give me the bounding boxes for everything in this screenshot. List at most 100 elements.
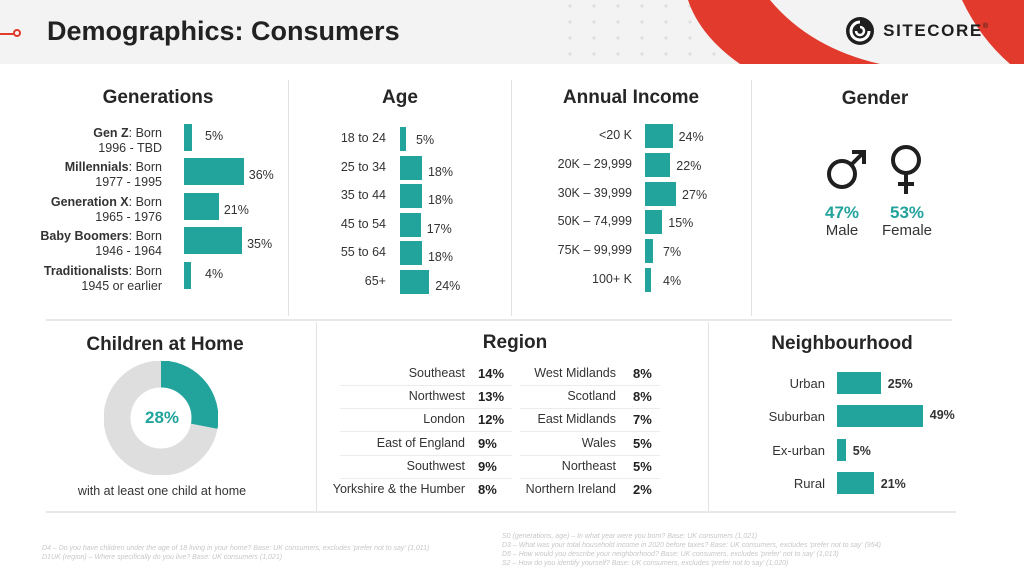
age-label: 35 to 44: [340, 188, 386, 203]
divider: [46, 511, 956, 513]
header-bar: Demographics: Consumers SITECORE ®: [0, 0, 1024, 64]
age-bar: [400, 241, 422, 266]
plus-mark: [616, 20, 620, 24]
region-name: Yorkshire & the Humber: [332, 482, 465, 496]
plus-mark: [664, 36, 668, 40]
neighbourhood-label: Rural: [793, 476, 825, 491]
age-value-label: 18%: [427, 250, 453, 265]
neighbourhood-label: Urban: [789, 376, 825, 391]
region-name: London: [423, 412, 465, 427]
generations-title: Generations: [102, 87, 214, 108]
plus-mark: [688, 20, 692, 24]
logo-text: SITECORE: [883, 21, 983, 40]
region-name: Southeast: [408, 366, 465, 380]
header-accent-line: [0, 33, 14, 35]
male-symbol-icon: [827, 150, 866, 189]
region-row-separator: [340, 477, 512, 479]
footnote-right-2: D3 – What was your total household incom…: [502, 542, 881, 549]
income-bar: [645, 268, 651, 292]
age-label: 18 to 24: [340, 131, 386, 145]
income-value-label: 4%: [663, 274, 682, 288]
age-value-label: 18%: [427, 164, 453, 179]
footnote-left-2: D1UK (region) – Where specifically do yo…: [42, 554, 283, 561]
income-bar: [645, 152, 671, 177]
income-value-label: 27%: [682, 187, 708, 202]
generation-bar: [184, 124, 193, 151]
generation-bar: [184, 262, 191, 289]
plus-mark: [640, 36, 644, 40]
region-row-separator: [340, 408, 512, 410]
region-value: 5%: [633, 435, 652, 451]
page-title: Demographics: Consumers: [47, 16, 400, 46]
male-label: Male: [825, 222, 859, 239]
generation-name: Baby Boomers: [40, 229, 129, 243]
region-title: Region: [482, 332, 548, 353]
plus-mark: [640, 20, 644, 24]
plus-mark: [640, 52, 644, 56]
region-name: Northern Ireland: [525, 482, 616, 496]
income-value-label: 22%: [676, 158, 702, 173]
neighbourhood-value-label: 25%: [887, 377, 913, 391]
region-name: East Midlands: [537, 412, 616, 427]
sitecore-logo: SITECORE ®: [845, 16, 988, 46]
footnote-left-1: D4 – Do you have children under the age …: [42, 545, 430, 552]
female-percent: 53%: [889, 203, 925, 222]
age-label: 65+: [364, 274, 386, 288]
plus-mark: [592, 20, 596, 24]
plus-mark: [592, 52, 596, 56]
generation-label: Gen Z: Born 1996 - TBD: [93, 126, 162, 155]
neighbourhood-bar: [837, 405, 923, 427]
generation-name: Millennials: [64, 160, 129, 174]
plus-mark: [712, 52, 716, 56]
age-label: 45 to 54: [340, 216, 386, 231]
female-label: Female: [881, 222, 933, 239]
region-value: 9%: [478, 435, 497, 451]
generation-value-label: 4%: [205, 267, 224, 281]
neighbourhood-label: Suburban: [768, 409, 825, 424]
income-bar: [645, 124, 673, 148]
donut-center-label: 28%: [144, 408, 180, 427]
region-name: East of England: [376, 435, 465, 450]
plus-mark: [616, 4, 620, 8]
age-value-label: 17%: [426, 221, 452, 236]
region-row-separator: [520, 477, 660, 479]
header-accent-dot: [13, 29, 21, 37]
divider: [751, 80, 752, 316]
region-name: Northeast: [561, 458, 616, 473]
income-bar: [645, 239, 654, 264]
income-value-label: 24%: [678, 130, 704, 144]
generation-name: Traditionalists: [43, 264, 129, 278]
neighbourhood-label: Ex-urban: [772, 443, 825, 458]
decorative-red-arc: [688, 0, 1024, 64]
divider: [511, 80, 512, 316]
footnote-right-3: D5 – How would you describe your neighbo…: [502, 551, 839, 558]
generation-label: Millennials: Born 1977 - 1995: [64, 160, 162, 189]
generation-label: Baby Boomers: Born 1946 - 1964: [40, 229, 162, 258]
income-label: <20 K: [598, 128, 632, 142]
region-row-separator: [340, 385, 512, 386]
age-bar: [400, 155, 422, 180]
donut-caption: with at least one child at home: [77, 484, 247, 498]
plus-mark: [616, 36, 620, 40]
divider: [288, 80, 289, 316]
region-name: Southwest: [406, 458, 465, 473]
neighbourhood-bar: [837, 472, 874, 494]
income-bar: [645, 210, 663, 235]
region-row-separator: [520, 385, 660, 386]
plus-mark: [664, 20, 668, 24]
male-percent: 47%: [824, 203, 860, 222]
generation-label: Generation X: Born 1965 - 1976: [50, 195, 162, 224]
income-label: 100+ K: [592, 272, 632, 286]
plus-mark: [592, 36, 596, 40]
region-row-separator: [520, 454, 660, 456]
age-bar: [400, 270, 430, 294]
region-name: Northwest: [408, 389, 465, 404]
income-label: 20K – 29,999: [557, 156, 632, 171]
plus-mark: [664, 4, 668, 8]
neighbourhood-value-label: 21%: [880, 477, 906, 491]
generation-value-label: 35%: [247, 237, 273, 251]
neighbourhood-value-label: 5%: [852, 444, 871, 458]
divider: [46, 319, 952, 321]
children-donut: [104, 361, 218, 475]
region-row-separator: [520, 431, 660, 433]
